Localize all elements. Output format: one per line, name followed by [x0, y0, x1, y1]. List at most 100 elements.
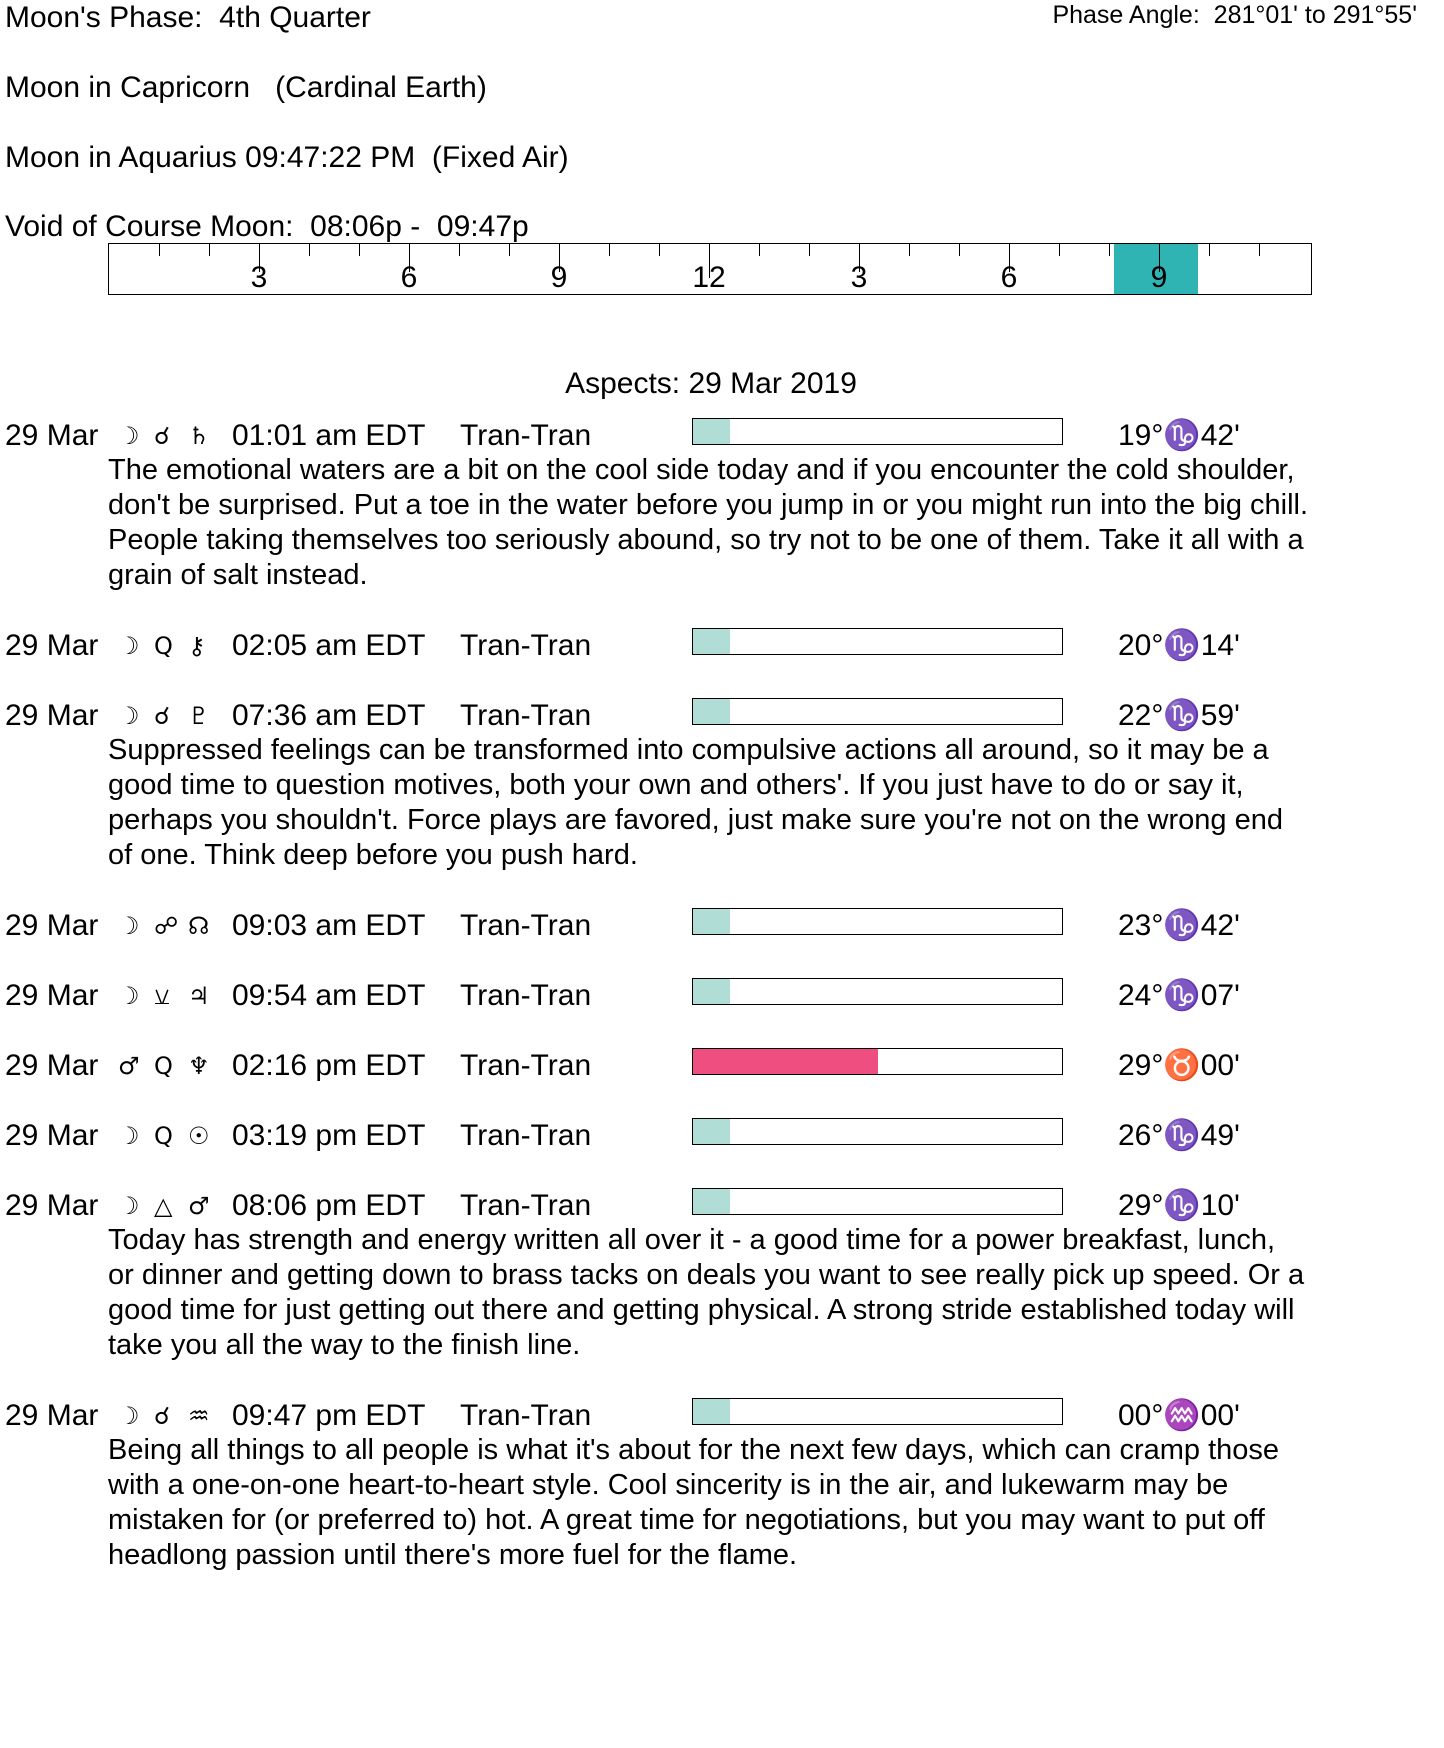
timeline-tick	[909, 244, 910, 256]
strength-bar	[692, 978, 1063, 1005]
aspect-description-line: with a one-on-one heart-to-heart style. …	[108, 1469, 1229, 1501]
strength-fill	[693, 1399, 730, 1424]
strength-bar	[692, 1048, 1063, 1075]
aspect-date: 29 Mar	[5, 629, 99, 662]
aspect-glyph-icon: △	[154, 1192, 173, 1220]
timeline-tick	[809, 244, 810, 256]
phase-angle: Phase Angle: 281°01' to 291°55'	[1052, 1, 1417, 29]
aspect-position: 29°♉00'	[1118, 1049, 1240, 1082]
aspect-description-line: headlong passion until there's more fuel…	[108, 1539, 798, 1571]
timeline-tick	[709, 244, 710, 278]
aspect-date: 29 Mar	[5, 909, 99, 942]
timeline-tick	[1159, 244, 1160, 272]
aspect-row: 29 Mar ☽ Q ⚷ 02:05 am EDT Tran-Tran 20°♑…	[0, 628, 1444, 663]
timeline-tick	[959, 244, 960, 256]
aspect-type: Tran-Tran	[460, 1119, 592, 1152]
aspect-time: 08:06 pm EDT	[232, 1189, 426, 1222]
aspect-type: Tran-Tran	[460, 699, 592, 732]
aspect-row: 29 Mar ♂ Q ♆ 02:16 pm EDT Tran-Tran 29°♉…	[0, 1048, 1444, 1083]
aspect-entry: 29 Mar ☽ ☍ ☊ 09:03 am EDT Tran-Tran 23°♑…	[0, 908, 1444, 943]
timeline-tick	[609, 244, 610, 256]
aspect-type: Tran-Tran	[460, 1189, 592, 1222]
timeline-tick	[1109, 244, 1110, 256]
void-highlight	[1114, 244, 1198, 294]
aspect-entry: 29 Mar ☽ ☌ ♇ 07:36 am EDT Tran-Tran 22°♑…	[0, 698, 1444, 873]
timeline-tick	[409, 244, 410, 272]
aspect-time: 01:01 am EDT	[232, 419, 426, 452]
aspect-description-line: The emotional waters are a bit on the co…	[108, 454, 1295, 486]
timeline-tick	[459, 244, 460, 256]
strength-fill	[693, 979, 730, 1004]
planet1-glyph-icon: ☽	[118, 912, 140, 940]
aspect-type: Tran-Tran	[460, 1049, 592, 1082]
aspect-description-line: good time for just getting out there and…	[108, 1294, 1295, 1326]
timeline-tick	[359, 244, 360, 256]
timeline-tick	[859, 244, 860, 272]
aspect-time: 03:19 pm EDT	[232, 1119, 426, 1152]
void-of-course-timeline: 3 6 9 12 3 6 9	[108, 243, 1312, 295]
moon-sign: Moon in Capricorn (Cardinal Earth)	[5, 71, 487, 104]
strength-fill	[693, 1049, 878, 1074]
planet2-glyph-icon: ♃	[188, 982, 210, 1010]
aspect-position: 20°♑14'	[1118, 629, 1240, 662]
aspect-date: 29 Mar	[5, 979, 99, 1012]
aspect-row: 29 Mar ☽ Q ☉ 03:19 pm EDT Tran-Tran 26°♑…	[0, 1118, 1444, 1153]
planet1-glyph-icon: ☽	[118, 982, 140, 1010]
aspect-description-line: good time to question motives, both your…	[108, 769, 1244, 801]
planet2-glyph-icon: ♄	[188, 422, 210, 450]
planet1-glyph-icon: ☽	[118, 1192, 140, 1220]
timeline-tick	[309, 244, 310, 256]
aspect-time: 09:54 am EDT	[232, 979, 426, 1012]
strength-bar	[692, 1118, 1063, 1145]
aspect-description-line: Suppressed feelings can be transformed i…	[108, 734, 1269, 766]
timeline-tick	[1259, 244, 1260, 256]
strength-bar	[692, 1188, 1063, 1215]
timeline-label: 9	[550, 261, 568, 294]
planet2-glyph-icon: ⚷	[188, 632, 206, 660]
strength-fill	[693, 909, 730, 934]
strength-fill	[693, 629, 730, 654]
aspect-description-line: perhaps you shouldn't. Force plays are f…	[108, 804, 1283, 836]
aspect-glyph-icon: Q	[154, 632, 173, 660]
aspect-glyph-icon: ☌	[154, 702, 171, 730]
aspect-entry: 29 Mar ☽ ☌ ♒ 09:47 pm EDT Tran-Tran 00°♒…	[0, 1398, 1444, 1573]
aspect-description-line: grain of salt instead.	[108, 559, 368, 591]
strength-fill	[693, 419, 730, 444]
timeline-tick	[759, 244, 760, 256]
timeline-tick	[659, 244, 660, 256]
timeline-label: 6	[1000, 261, 1018, 294]
aspect-row: 29 Mar ☽ ☌ ♇ 07:36 am EDT Tran-Tran 22°♑…	[0, 698, 1444, 733]
planet2-glyph-icon: ♂	[188, 1192, 210, 1220]
aspect-glyph-icon: Q	[154, 1122, 173, 1150]
aspect-time: 09:03 am EDT	[232, 909, 426, 942]
planet2-glyph-icon: ☉	[188, 1122, 210, 1150]
aspect-description-line: Today has strength and energy written al…	[108, 1224, 1276, 1256]
aspect-entry: 29 Mar ☽ Q ☉ 03:19 pm EDT Tran-Tran 26°♑…	[0, 1118, 1444, 1153]
aspect-position: 26°♑49'	[1118, 1119, 1240, 1152]
aspect-date: 29 Mar	[5, 1119, 99, 1152]
aspect-row: 29 Mar ☽ ☍ ☊ 09:03 am EDT Tran-Tran 23°♑…	[0, 908, 1444, 943]
aspect-description-line: take you all the way to the finish line.	[108, 1329, 581, 1361]
aspect-glyph-icon: ☌	[154, 422, 171, 450]
timeline-label: 12	[692, 261, 726, 294]
aspect-position: 23°♑42'	[1118, 909, 1240, 942]
aspect-position: 24°♑07'	[1118, 979, 1240, 1012]
aspect-glyph-icon: ☌	[154, 1402, 171, 1430]
strength-fill	[693, 699, 730, 724]
planet2-glyph-icon: ☊	[188, 912, 210, 940]
planet1-glyph-icon: ☽	[118, 422, 140, 450]
timeline-tick	[509, 244, 510, 256]
timeline-tick	[259, 244, 260, 272]
aspect-description-line: mistaken for (or preferred to) hot. A gr…	[108, 1504, 1265, 1536]
aspect-time: 02:05 am EDT	[232, 629, 426, 662]
strength-bar	[692, 908, 1063, 935]
aspect-entry: 29 Mar ☽ △ ♂ 08:06 pm EDT Tran-Tran 29°♑…	[0, 1188, 1444, 1363]
aspect-description-line: don't be surprised. Put a toe in the wat…	[108, 489, 1309, 521]
planet1-glyph-icon: ☽	[118, 1122, 140, 1150]
timeline-tick	[1009, 244, 1010, 272]
strength-bar	[692, 418, 1063, 445]
moon-phase: Moon's Phase: 4th Quarter	[5, 1, 371, 34]
aspect-description-line: Being all things to all people is what i…	[108, 1434, 1280, 1466]
strength-fill	[693, 1189, 730, 1214]
timeline-label: 9	[1150, 261, 1168, 294]
